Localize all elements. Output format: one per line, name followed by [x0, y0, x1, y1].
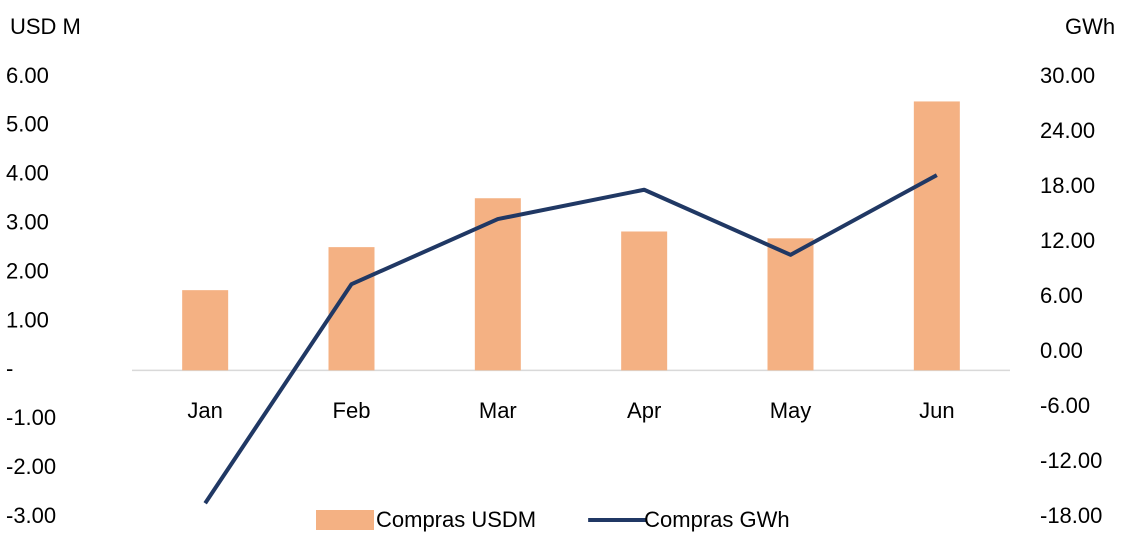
y2-axis-title: GWh — [1065, 14, 1115, 39]
y-tick-label: -1.00 — [6, 405, 56, 430]
y2-tick-label: 30.00 — [1040, 63, 1095, 88]
line — [203, 173, 938, 505]
y-tick-label: 1.00 — [6, 307, 49, 332]
y2-tick-label: -6.00 — [1040, 393, 1090, 418]
y-axis-title: USD M — [10, 14, 81, 39]
legend-swatch — [316, 510, 374, 530]
y-tick-label: 2.00 — [6, 258, 49, 283]
x-tick-label: May — [770, 398, 812, 423]
x-tick-label: Jan — [187, 398, 222, 423]
x-tick-label: Mar — [479, 398, 517, 423]
y2-tick-label: -18.00 — [1040, 503, 1102, 528]
y-tick-label: 4.00 — [6, 161, 49, 186]
legend-label: Compras USDM — [376, 507, 536, 532]
y2-tick-label: -12.00 — [1040, 448, 1102, 473]
y-tick-label: - — [6, 356, 13, 381]
bar — [767, 238, 814, 371]
y2-tick-label: 0.00 — [1040, 338, 1083, 363]
bar — [621, 231, 668, 371]
x-tick-label: Feb — [333, 398, 371, 423]
y-tick-label: 3.00 — [6, 209, 49, 234]
y-tick-label: -2.00 — [6, 454, 56, 479]
y2-tick-label: 6.00 — [1040, 283, 1083, 308]
x-tick-label: Jun — [919, 398, 954, 423]
y2-tick-label: 18.00 — [1040, 173, 1095, 198]
bar — [913, 101, 960, 371]
bar — [182, 290, 229, 371]
y2-tick-label: 24.00 — [1040, 118, 1095, 143]
x-tick-label: Apr — [627, 398, 661, 423]
y-tick-label: 5.00 — [6, 112, 49, 137]
legend-label: Compras GWh — [644, 507, 789, 532]
y-tick-label: 6.00 — [6, 63, 49, 88]
y-tick-label: -3.00 — [6, 503, 56, 528]
y2-tick-label: 12.00 — [1040, 228, 1095, 253]
